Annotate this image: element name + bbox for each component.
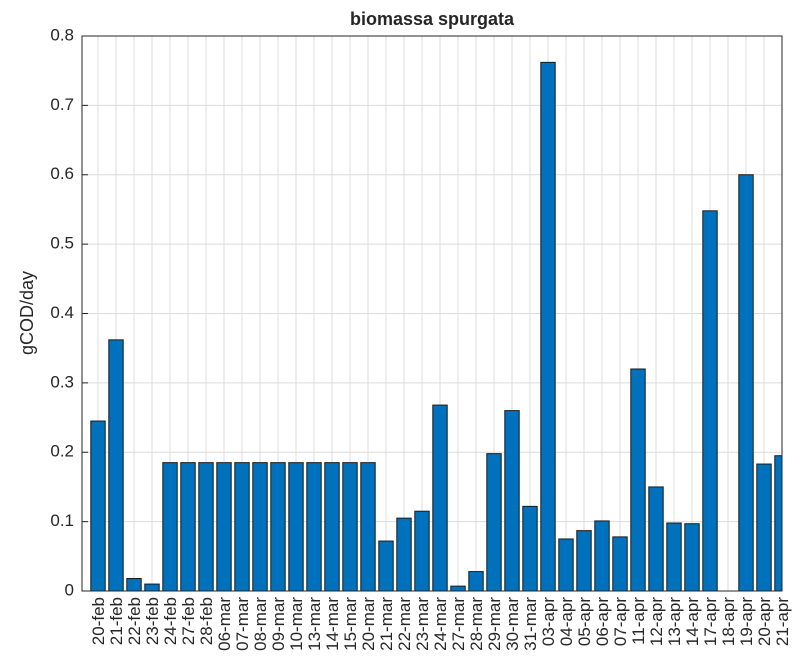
bar: [756, 463, 772, 591]
bar: [576, 530, 592, 591]
bar: [702, 210, 718, 591]
x-tick-label: 13-mar: [305, 597, 324, 651]
x-tick-label: 18-apr: [719, 597, 738, 646]
x-tick-label: 28-feb: [197, 597, 216, 645]
y-tick-label: 0.7: [50, 95, 74, 114]
bar: [414, 510, 430, 591]
x-tick-label: 24-mar: [431, 597, 450, 651]
x-tick-label: 05-apr: [575, 597, 594, 646]
bar: [216, 462, 232, 591]
x-tick-label: 20-apr: [755, 597, 774, 646]
y-axis-label: gCOD/day: [17, 271, 37, 355]
x-tick-label: 09-mar: [269, 597, 288, 651]
x-tick-label: 20-feb: [89, 597, 108, 645]
x-tick-label: 07-apr: [611, 597, 630, 646]
x-tick-label: 22-feb: [125, 597, 144, 645]
x-tick-label: 21-mar: [377, 597, 396, 651]
x-tick-label: 27-mar: [449, 597, 468, 651]
x-tick-label: 31-mar: [521, 597, 540, 651]
bar: [522, 505, 538, 591]
x-tick-label: 23-feb: [143, 597, 162, 645]
bar: [198, 462, 214, 591]
x-tick-label: 08-mar: [251, 597, 270, 651]
bar: [612, 536, 628, 591]
bar: [558, 538, 574, 591]
bar: [252, 462, 268, 591]
bar: [738, 174, 754, 591]
bar: [360, 462, 376, 591]
bar: [108, 339, 124, 591]
bar: [594, 520, 610, 591]
x-tick-label: 06-apr: [593, 597, 612, 646]
y-tick-label: 0.8: [50, 25, 74, 44]
x-tick-label: 12-apr: [647, 597, 666, 646]
bar: [540, 61, 556, 591]
y-tick-label: 0: [65, 580, 74, 599]
bar: [396, 517, 412, 591]
x-tick-label: 21-feb: [107, 597, 126, 645]
x-tick-label: 10-mar: [287, 597, 306, 651]
bar: [486, 453, 502, 591]
x-tick-label: 15-mar: [341, 597, 360, 651]
bar: [630, 368, 646, 591]
bar: [648, 486, 664, 591]
x-tick-label: 04-apr: [557, 597, 576, 646]
bar: [450, 585, 466, 591]
x-tick-label: 24-feb: [161, 597, 180, 645]
chart-title: biomassa spurgata: [350, 9, 515, 29]
bar: [270, 462, 286, 591]
x-tick-label: 03-apr: [539, 597, 558, 646]
bar: [306, 462, 322, 591]
x-tick-label: 27-feb: [179, 597, 198, 645]
x-tick-label: 20-mar: [359, 597, 378, 651]
y-tick-label: 0.5: [50, 234, 74, 253]
bar: [144, 583, 160, 591]
x-tick-label: 06-mar: [215, 597, 234, 651]
bar: [666, 522, 682, 591]
y-tick-label: 0.1: [50, 511, 74, 530]
bar: [126, 578, 142, 591]
bar: [432, 404, 448, 591]
x-tick-label: 11-apr: [629, 597, 648, 645]
x-tick-label: 19-apr: [737, 597, 756, 646]
bar: [234, 462, 250, 591]
y-tick-label: 0.6: [50, 164, 74, 183]
x-tick-label: 14-apr: [683, 597, 702, 646]
bar: [378, 540, 394, 591]
x-tick-label: 30-mar: [503, 597, 522, 651]
bar: [90, 420, 106, 591]
bar: [504, 410, 520, 591]
x-tick-label: 22-mar: [395, 597, 414, 651]
bar: [324, 462, 340, 591]
bar: [684, 523, 700, 591]
x-tick-label: 07-mar: [233, 597, 252, 651]
x-tick-label: 23-mar: [413, 597, 432, 651]
x-tick-label: 14-mar: [323, 597, 342, 651]
x-tick-label: 28-mar: [467, 597, 486, 651]
bar: [162, 462, 178, 591]
x-tick-label: 29-mar: [485, 597, 504, 651]
x-tick-label: 21-apr: [773, 597, 792, 646]
x-tick-label: 17-apr: [701, 597, 720, 646]
y-tick-label: 0.2: [50, 442, 74, 461]
x-tick-label: 13-apr: [665, 597, 684, 646]
bar: [342, 462, 358, 591]
bar: [288, 462, 304, 591]
y-tick-label: 0.4: [50, 303, 74, 322]
bar: [468, 571, 484, 591]
bar: [180, 462, 196, 591]
y-tick-label: 0.3: [50, 372, 74, 391]
